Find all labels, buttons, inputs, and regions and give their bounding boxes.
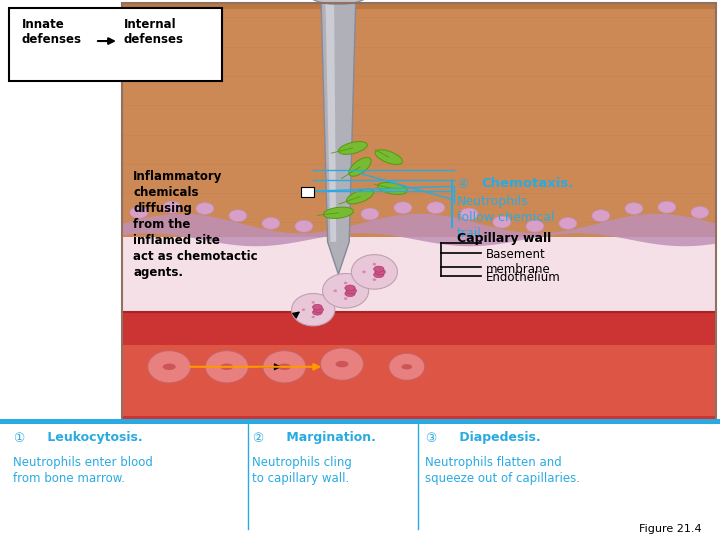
Text: Figure 21.4: Figure 21.4: [639, 523, 702, 534]
Text: Internal
defenses: Internal defenses: [124, 18, 184, 46]
Text: ④: ④: [457, 178, 469, 191]
Ellipse shape: [361, 208, 379, 220]
Ellipse shape: [691, 206, 709, 218]
Ellipse shape: [346, 288, 356, 294]
Text: ①: ①: [13, 432, 24, 445]
Text: ③: ③: [425, 432, 436, 445]
Ellipse shape: [312, 309, 322, 315]
Ellipse shape: [196, 202, 214, 214]
Circle shape: [263, 350, 306, 383]
Text: Neutrophils cling
to capillary wall.: Neutrophils cling to capillary wall.: [252, 456, 352, 485]
Ellipse shape: [163, 201, 181, 213]
Ellipse shape: [427, 202, 445, 214]
Ellipse shape: [278, 363, 291, 370]
Circle shape: [351, 255, 397, 289]
Circle shape: [148, 350, 191, 383]
Ellipse shape: [348, 158, 372, 176]
Ellipse shape: [378, 183, 407, 194]
Ellipse shape: [394, 202, 412, 214]
Ellipse shape: [130, 206, 148, 218]
Ellipse shape: [493, 216, 511, 228]
Circle shape: [389, 353, 425, 380]
Ellipse shape: [323, 207, 354, 219]
Ellipse shape: [307, 0, 369, 4]
Ellipse shape: [658, 201, 676, 213]
Circle shape: [292, 294, 335, 326]
Text: Endothelium: Endothelium: [486, 271, 561, 284]
Ellipse shape: [374, 266, 384, 272]
Circle shape: [323, 273, 369, 308]
Circle shape: [372, 263, 377, 266]
Bar: [122, 3, 716, 421]
Ellipse shape: [375, 269, 385, 275]
Bar: [122, 237, 716, 312]
FancyBboxPatch shape: [9, 8, 222, 81]
Bar: [122, 345, 716, 416]
Ellipse shape: [345, 285, 355, 291]
Ellipse shape: [559, 218, 577, 230]
Polygon shape: [321, 3, 356, 274]
Text: Diapedesis.: Diapedesis.: [455, 431, 541, 444]
Text: Neutrophils
follow chemical
trail.: Neutrophils follow chemical trail.: [457, 195, 554, 240]
Circle shape: [320, 348, 364, 380]
Ellipse shape: [295, 220, 313, 232]
Text: Neutrophils flatten and
squeeze out of capillaries.: Neutrophils flatten and squeeze out of c…: [425, 456, 580, 485]
Text: Leukocytosis.: Leukocytosis.: [43, 431, 143, 444]
Ellipse shape: [625, 202, 643, 214]
Ellipse shape: [592, 210, 610, 221]
Circle shape: [343, 282, 348, 285]
Ellipse shape: [220, 363, 233, 370]
Ellipse shape: [338, 141, 367, 154]
Circle shape: [333, 289, 337, 292]
Circle shape: [205, 350, 248, 383]
Ellipse shape: [262, 218, 280, 230]
Circle shape: [312, 301, 315, 303]
Text: Chemotaxis.: Chemotaxis.: [481, 177, 573, 190]
Circle shape: [362, 271, 366, 273]
Bar: [0, 418, 720, 424]
Ellipse shape: [328, 216, 346, 228]
Text: ②: ②: [252, 432, 264, 445]
Text: Innate
defenses: Innate defenses: [22, 18, 81, 46]
Ellipse shape: [163, 363, 176, 370]
Circle shape: [343, 297, 348, 300]
Ellipse shape: [336, 361, 348, 367]
Text: Margination.: Margination.: [282, 431, 376, 444]
Ellipse shape: [346, 189, 374, 204]
Polygon shape: [122, 214, 716, 246]
Bar: [301, 187, 314, 197]
Ellipse shape: [375, 150, 402, 165]
Ellipse shape: [345, 291, 355, 296]
Circle shape: [312, 316, 315, 318]
Ellipse shape: [229, 210, 247, 221]
Text: Basement
membrane: Basement membrane: [486, 248, 551, 276]
Circle shape: [372, 278, 377, 281]
Ellipse shape: [374, 272, 384, 278]
Ellipse shape: [314, 307, 323, 313]
Ellipse shape: [402, 364, 412, 369]
Ellipse shape: [526, 220, 544, 232]
Ellipse shape: [312, 304, 322, 310]
Text: Inflammatory
chemicals
diffusing
from the
inflamed site
act as chemotactic
agent: Inflammatory chemicals diffusing from th…: [133, 170, 258, 279]
Circle shape: [302, 308, 305, 311]
Bar: [122, 3, 716, 237]
Polygon shape: [325, 3, 336, 242]
Text: Capillary wall: Capillary wall: [457, 232, 552, 245]
Ellipse shape: [460, 208, 478, 220]
Bar: [122, 312, 716, 421]
Text: Neutrophils enter blood
from bone marrow.: Neutrophils enter blood from bone marrow…: [13, 456, 153, 485]
Bar: [122, 3, 716, 9]
